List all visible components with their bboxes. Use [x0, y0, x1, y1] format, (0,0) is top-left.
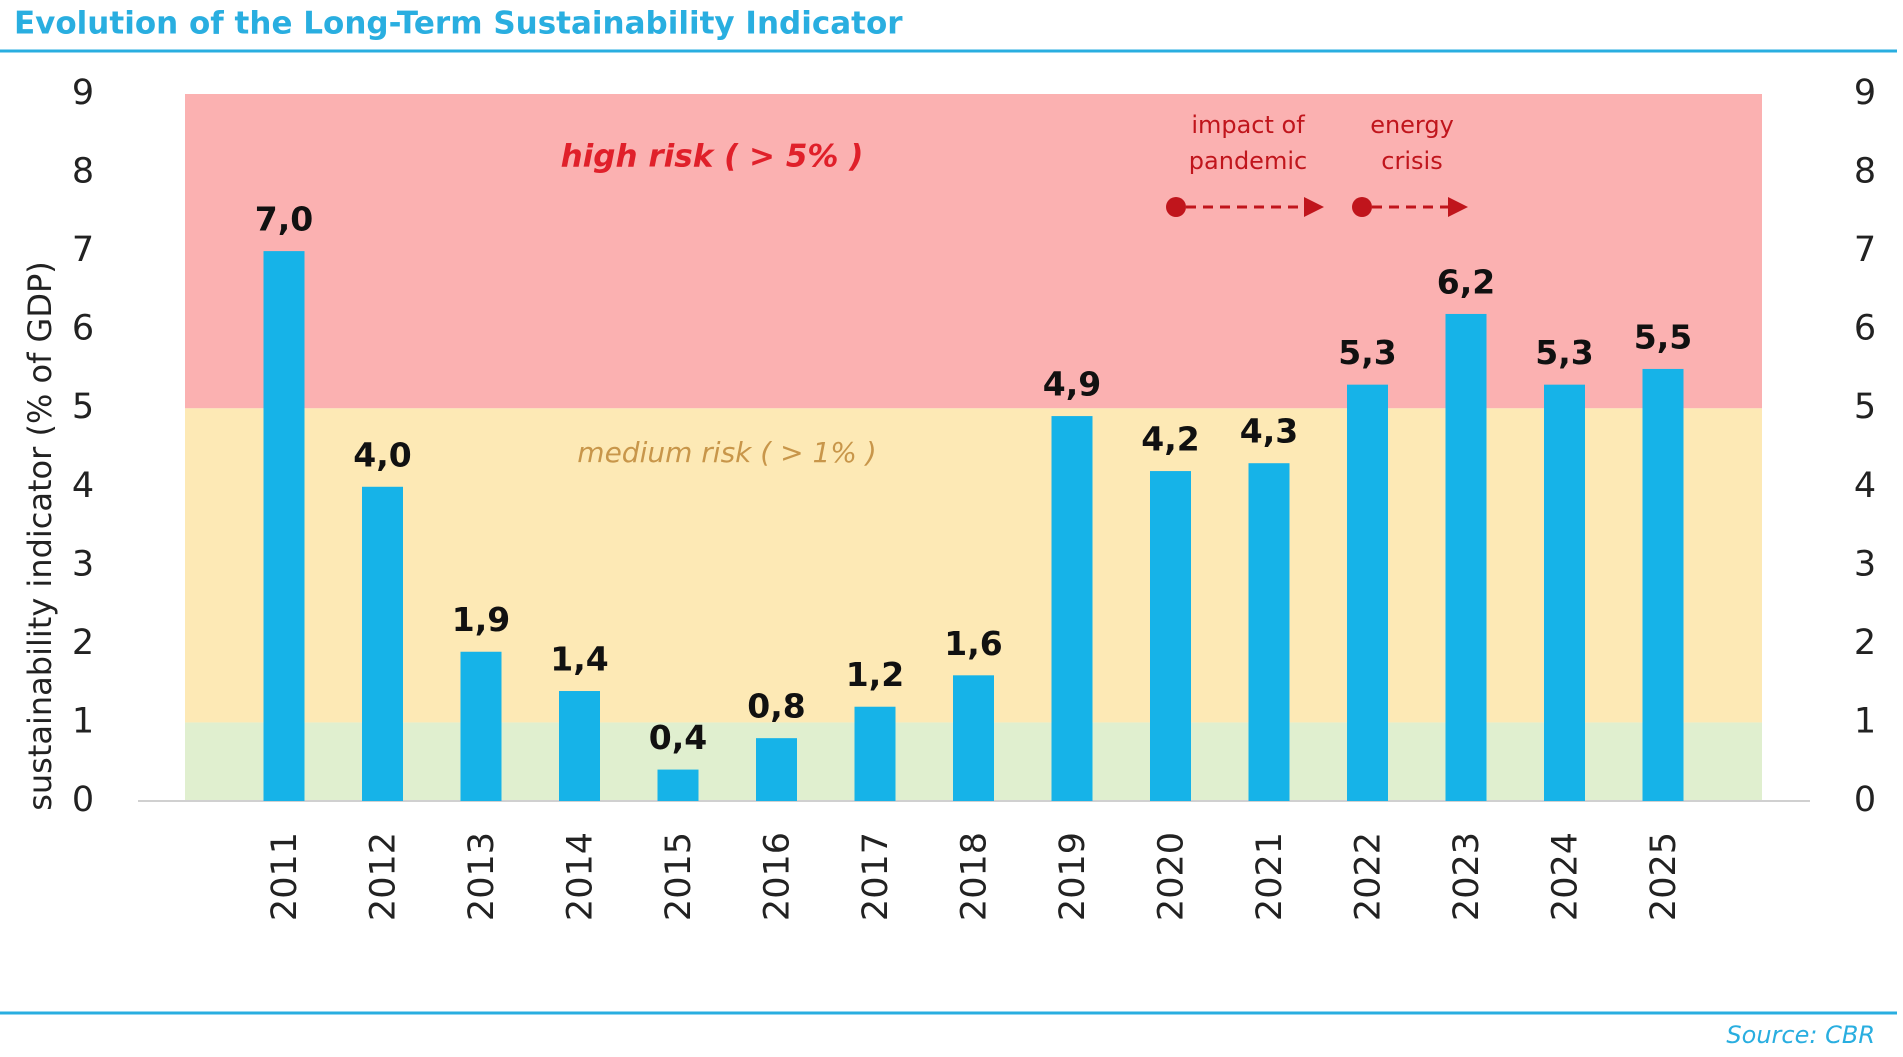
risk-zone — [185, 408, 1762, 723]
y-tick-label: 5 — [72, 387, 94, 427]
bar — [953, 675, 994, 801]
y2-tick-label: 8 — [1854, 152, 1876, 192]
value-label: 1,6 — [944, 624, 1002, 663]
y-tick-label: 4 — [72, 466, 94, 506]
annotation-text: energy — [1370, 111, 1454, 139]
zone-label: medium risk ( > 1% ) — [577, 436, 876, 469]
bar — [460, 651, 502, 801]
y-tick-label: 0 — [72, 780, 94, 820]
bar — [1642, 368, 1684, 801]
value-label: 4,2 — [1141, 420, 1199, 459]
x-tick-label: 2021 — [1250, 832, 1290, 921]
value-label: 5,5 — [1634, 317, 1692, 356]
bar — [1347, 384, 1388, 801]
risk-zone — [185, 94, 1762, 409]
x-tick-label: 2024 — [1546, 832, 1586, 921]
x-tick-label: 2011 — [265, 832, 305, 921]
annotation-dot — [1166, 197, 1186, 217]
x-tick-label: 2022 — [1349, 832, 1389, 921]
source: Source: CBR — [1726, 1021, 1875, 1049]
y-axis-title: sustainability indicator (% of GDP) — [21, 261, 59, 811]
y2-tick-label: 6 — [1854, 309, 1876, 349]
x-tick-label: 2020 — [1152, 832, 1192, 921]
y-tick-label: 1 — [72, 701, 94, 741]
y2-tick-label: 3 — [1854, 544, 1876, 584]
x-tick-label: 2012 — [364, 832, 404, 921]
bar — [1051, 416, 1093, 801]
annotation-text: crisis — [1381, 147, 1442, 175]
value-label: 1,2 — [846, 655, 904, 694]
value-label: 0,8 — [747, 687, 805, 726]
y-tick-label: 7 — [72, 230, 94, 270]
value-label: 6,2 — [1437, 262, 1495, 301]
zone-label: high risk ( > 5% ) — [561, 139, 864, 175]
y2-tick-label: 0 — [1854, 780, 1876, 820]
y2-tick-label: 1 — [1854, 701, 1876, 741]
x-tick-label: 2019 — [1053, 832, 1093, 921]
bar — [559, 691, 600, 801]
value-label: 0,4 — [649, 718, 707, 757]
annotation-text: impact of — [1191, 111, 1305, 139]
y-tick-label: 8 — [72, 152, 94, 192]
bar — [1544, 384, 1585, 801]
bar — [756, 738, 797, 801]
y2-tick-label: 2 — [1854, 623, 1876, 663]
bar — [1445, 313, 1487, 801]
y-tick-label: 9 — [72, 73, 94, 113]
y2-tick-label: 4 — [1854, 466, 1876, 506]
y2-tick-label: 7 — [1854, 230, 1876, 270]
x-tick-label: 2016 — [758, 832, 798, 921]
bar — [263, 251, 305, 802]
x-tick-label: 2018 — [955, 832, 995, 921]
value-label: 4,9 — [1043, 365, 1101, 404]
value-label: 4,0 — [353, 435, 411, 474]
annotation-dot — [1352, 197, 1372, 217]
bar — [362, 486, 403, 801]
chart-title: Evolution of the Long-Term Sustainabilit… — [14, 6, 903, 42]
value-label: 1,9 — [452, 600, 510, 639]
y-tick-label: 6 — [72, 309, 94, 349]
y-tick-label: 3 — [72, 544, 94, 584]
x-tick-label: 2013 — [462, 832, 502, 921]
bar — [1150, 471, 1191, 801]
bar — [854, 706, 896, 801]
x-tick-label: 2025 — [1644, 832, 1684, 921]
x-tick-label: 2014 — [561, 832, 601, 921]
x-tick-label: 2017 — [856, 832, 896, 921]
x-tick-label: 2015 — [659, 832, 699, 921]
y2-tick-label: 9 — [1854, 73, 1876, 113]
annotation-arrowhead — [1304, 197, 1324, 217]
bar — [1248, 463, 1290, 801]
annotation-arrowhead — [1448, 197, 1468, 217]
annotation-text: pandemic — [1189, 147, 1307, 175]
y-tick-label: 2 — [72, 623, 94, 663]
value-label: 4,3 — [1240, 412, 1298, 451]
value-label: 7,0 — [255, 200, 313, 239]
value-label: 5,3 — [1338, 333, 1396, 372]
value-label: 5,3 — [1535, 333, 1593, 372]
y2-tick-label: 5 — [1854, 387, 1876, 427]
x-tick-label: 2023 — [1447, 832, 1487, 921]
value-label: 1,4 — [550, 640, 608, 679]
bar — [657, 769, 699, 801]
